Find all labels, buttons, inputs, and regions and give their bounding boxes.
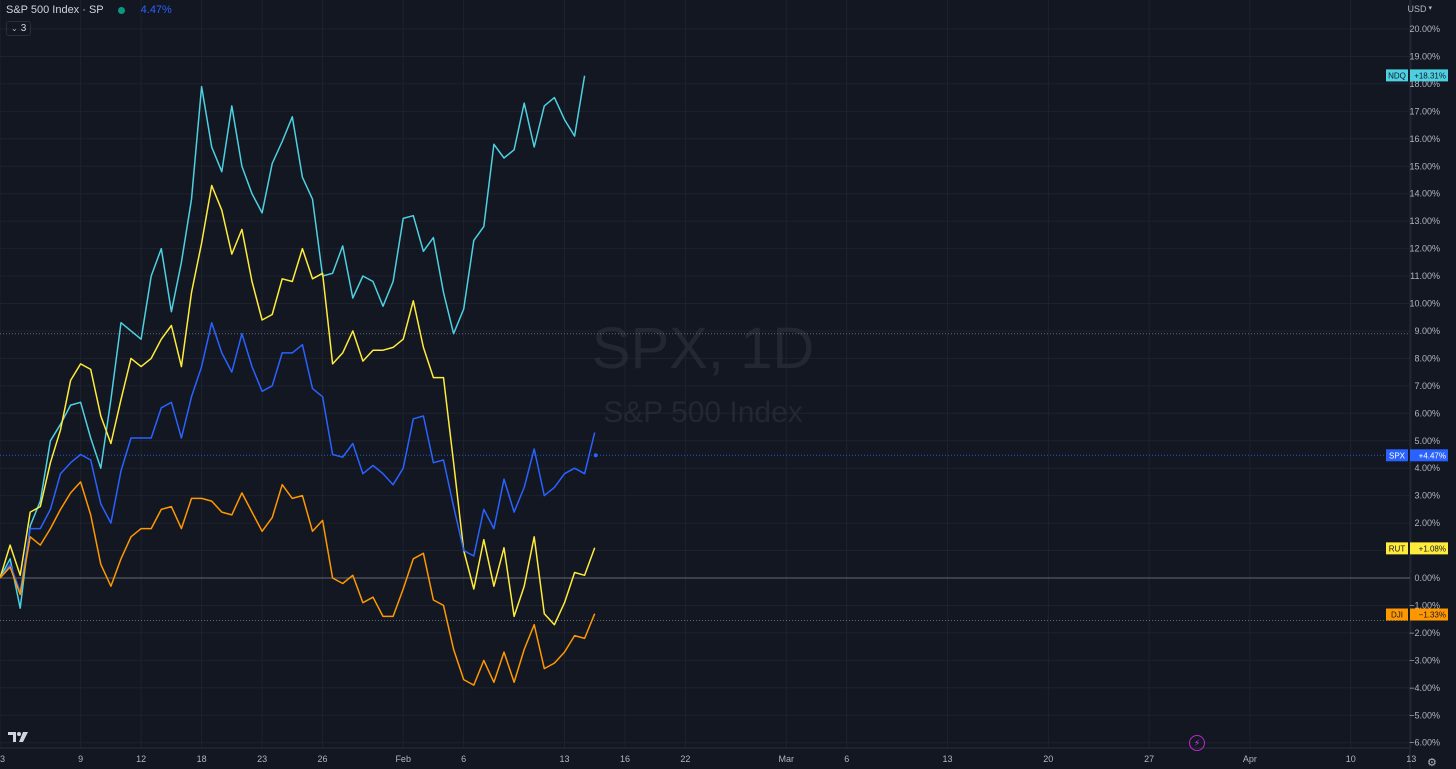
y-tick-label: −3.00% bbox=[1409, 655, 1440, 665]
last-value-text: −1.33% bbox=[1419, 611, 1446, 620]
watermark-name: S&P 500 Index bbox=[603, 396, 803, 429]
price-axis[interactable]: 20.00% 19.00% 18.00% 17.00% 16.00% 15.00% 14.0… bbox=[1409, 24, 1440, 748]
x-tick-label: 6 bbox=[461, 754, 466, 764]
x-tick-label: 27 bbox=[1144, 754, 1154, 764]
symbol-title[interactable]: S&P 500 Index · SP bbox=[6, 4, 104, 16]
last-value-box bbox=[1410, 542, 1448, 555]
last-value-box bbox=[1410, 449, 1448, 462]
chevron-down-icon: ▾ bbox=[1428, 5, 1432, 12]
x-tick-label: 18 bbox=[197, 754, 207, 764]
y-tick-label: 4.00% bbox=[1414, 463, 1440, 473]
y-tick-label: 8.00% bbox=[1414, 353, 1440, 363]
lightning-icon[interactable]: ⚡ bbox=[1189, 735, 1205, 751]
last-value-label-rut: RUT +1.08% bbox=[1386, 542, 1448, 555]
x-tick-label: 20 bbox=[1043, 754, 1053, 764]
y-tick-label: 2.00% bbox=[1414, 518, 1440, 528]
watermark-symbol: SPX, 1D bbox=[592, 316, 814, 381]
last-value-text: +1.08% bbox=[1419, 544, 1446, 553]
last-value-text: +4.47% bbox=[1419, 451, 1446, 460]
chevron-down-icon: ⌄ bbox=[11, 24, 18, 33]
y-tick-label: 20.00% bbox=[1409, 24, 1440, 34]
y-tick-label: 12.00% bbox=[1409, 244, 1440, 254]
x-tick-label: 16 bbox=[620, 754, 630, 764]
collapse-legend-button[interactable]: ⌄ 3 bbox=[6, 21, 32, 36]
series-line-rut bbox=[0, 184, 596, 626]
x-tick-label: 9 bbox=[78, 754, 83, 764]
x-tick-label: 23 bbox=[0, 754, 5, 764]
x-tick-label: 23 bbox=[257, 754, 267, 764]
y-tick-label: 3.00% bbox=[1414, 491, 1440, 501]
series-line-ndq bbox=[0, 75, 586, 609]
x-tick-label: 12 bbox=[136, 754, 146, 764]
x-tick-label: 10 bbox=[1346, 754, 1356, 764]
grid-lines bbox=[0, 0, 1412, 769]
last-value-name: NDQ bbox=[1388, 71, 1406, 80]
last-value-name: RUT bbox=[1389, 544, 1406, 553]
watermark: SPX, 1D S&P 500 Index bbox=[592, 316, 814, 429]
x-tick-label: 13 bbox=[943, 754, 953, 764]
collapsed-count: 3 bbox=[20, 23, 27, 34]
y-tick-label: 9.00% bbox=[1414, 326, 1440, 336]
series-line-dji bbox=[0, 481, 596, 686]
legend-header[interactable]: S&P 500 Index · SP 4.47% bbox=[6, 4, 172, 16]
last-value-name: SPX bbox=[1389, 451, 1406, 460]
reference-lines bbox=[0, 333, 1410, 622]
x-tick-label: 13 bbox=[559, 754, 569, 764]
x-tick-label: 13 bbox=[1406, 754, 1416, 764]
last-value-name: DJI bbox=[1391, 611, 1403, 620]
y-tick-label: 15.00% bbox=[1409, 161, 1440, 171]
y-tick-label: 7.00% bbox=[1414, 381, 1440, 391]
last-value-name-box bbox=[1386, 449, 1408, 462]
x-tick-label: Feb bbox=[395, 754, 411, 764]
last-value-label-ndq: NDQ +18.31% bbox=[1386, 69, 1448, 82]
market-status-icon[interactable] bbox=[117, 6, 125, 14]
y-tick-label: 11.00% bbox=[1410, 271, 1440, 281]
currency-selector[interactable]: USD ▾ bbox=[1407, 4, 1432, 14]
y-tick-label: 17.00% bbox=[1409, 106, 1440, 116]
x-tick-label: Mar bbox=[778, 754, 794, 764]
y-tick-label: −5.00% bbox=[1409, 710, 1440, 720]
last-value-label-spx: SPX +4.47% bbox=[1386, 449, 1448, 462]
last-value-name-box bbox=[1386, 542, 1408, 555]
y-tick-label: 6.00% bbox=[1414, 408, 1440, 418]
y-tick-label: −2.00% bbox=[1409, 628, 1440, 638]
series-lines bbox=[0, 75, 598, 686]
x-tick-label: 26 bbox=[318, 754, 328, 764]
y-tick-label: −6.00% bbox=[1409, 738, 1440, 748]
x-tick-label: Apr bbox=[1243, 754, 1257, 764]
last-value-name-box bbox=[1386, 69, 1408, 82]
x-tick-label: 6 bbox=[844, 754, 849, 764]
y-tick-label: 0.00% bbox=[1414, 573, 1440, 583]
last-value-name-box bbox=[1386, 608, 1408, 621]
last-value-text: +18.31% bbox=[1414, 71, 1446, 80]
y-tick-label: 18.00% bbox=[1409, 79, 1440, 89]
last-value-box bbox=[1410, 69, 1448, 82]
y-tick-label: 5.00% bbox=[1414, 436, 1440, 446]
currency-label: USD bbox=[1407, 4, 1427, 14]
y-tick-label: −1.00% bbox=[1409, 600, 1440, 610]
last-value-label-dji: DJI −1.33% bbox=[1386, 608, 1448, 621]
y-tick-label: 13.00% bbox=[1409, 216, 1440, 226]
gear-icon[interactable]: ⚙ bbox=[1427, 757, 1437, 769]
spx-last-dot bbox=[593, 453, 598, 458]
tradingview-logo-icon[interactable] bbox=[8, 730, 28, 744]
y-tick-label: −4.00% bbox=[1409, 683, 1440, 693]
y-tick-label: 19.00% bbox=[1409, 51, 1440, 61]
symbol-change: 4.47% bbox=[140, 4, 172, 16]
y-tick-label: 14.00% bbox=[1409, 189, 1440, 199]
time-axis[interactable]: 23 9 12 18 23 26 Feb 6 13 16 22 Mar 6 13 20 27 Apr 10 13 bbox=[0, 754, 1416, 764]
last-value-box bbox=[1410, 608, 1448, 621]
x-tick-label: 22 bbox=[680, 754, 690, 764]
y-tick-label: 16.00% bbox=[1409, 134, 1440, 144]
last-value-labels: NDQ +18.31% SPX +4.47% RUT +1.08% DJI −1.33% bbox=[1386, 69, 1448, 621]
series-line-spx bbox=[0, 321, 596, 593]
y-tick-label: 10.00% bbox=[1409, 299, 1440, 309]
